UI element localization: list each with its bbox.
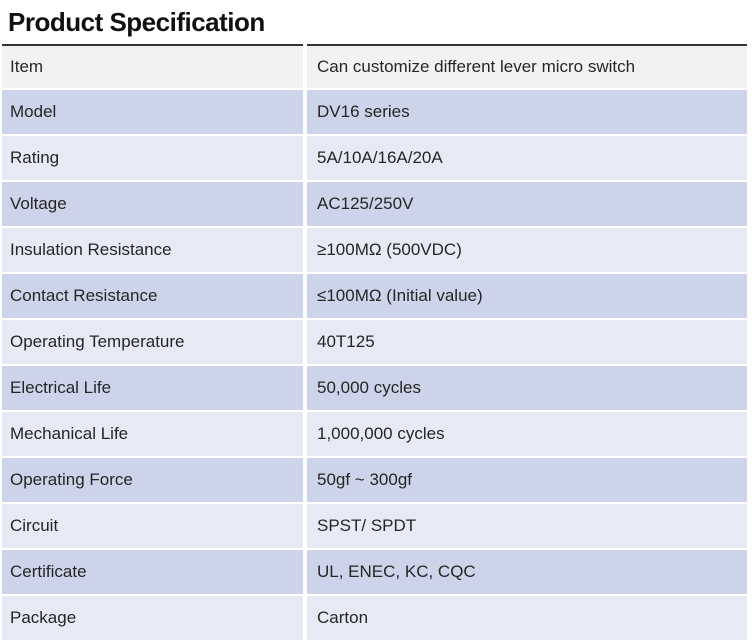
row-value: 5A/10A/16A/20A (307, 136, 747, 180)
row-label: Electrical Life (2, 366, 303, 410)
row-value: Carton (307, 596, 747, 640)
row-label: Rating (2, 136, 303, 180)
row-label: Certificate (2, 550, 303, 594)
row-label: Insulation Resistance (2, 228, 303, 272)
row-value: DV16 series (307, 90, 747, 134)
row-value: ≥100MΩ (500VDC) (307, 228, 747, 272)
row-label: Operating Force (2, 458, 303, 502)
row-label: Model (2, 90, 303, 134)
row-value: 1,000,000 cycles (307, 412, 747, 456)
page-title: Product Specification (8, 7, 265, 37)
row-value: UL, ENEC, KC, CQC (307, 550, 747, 594)
row-value: SPST/ SPDT (307, 504, 747, 548)
row-label: Package (2, 596, 303, 640)
row-value: 40T125 (307, 320, 747, 364)
row-value: ≤100MΩ (Initial value) (307, 274, 747, 318)
row-label: Voltage (2, 182, 303, 226)
row-label: Item (2, 44, 303, 88)
row-label: Operating Temperature (2, 320, 303, 364)
row-label: Contact Resistance (2, 274, 303, 318)
row-value: Can customize different lever micro swit… (307, 44, 747, 88)
row-value: AC125/250V (307, 182, 747, 226)
row-value: 50gf ~ 300gf (307, 458, 747, 502)
row-value: 50,000 cycles (307, 366, 747, 410)
specification-table: Item Can customize different lever micro… (2, 44, 747, 640)
row-label: Mechanical Life (2, 412, 303, 456)
row-label: Circuit (2, 504, 303, 548)
